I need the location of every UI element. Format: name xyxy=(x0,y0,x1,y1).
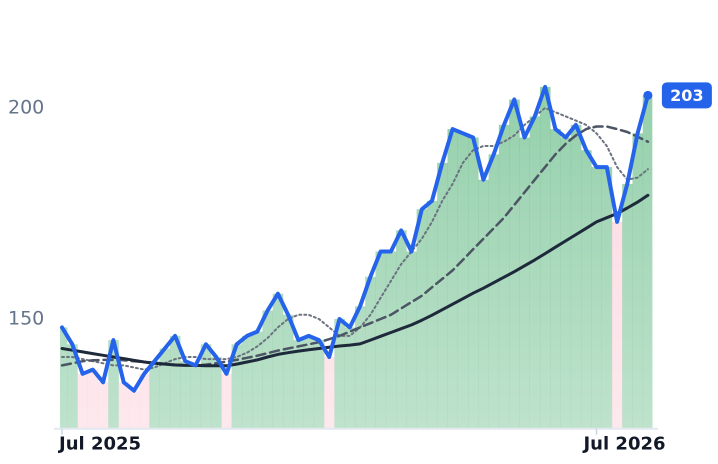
x-tick-label: Jul 2026 xyxy=(581,434,665,455)
price-label: 203 xyxy=(670,86,703,105)
series-line xyxy=(61,107,649,371)
y-tick-label: 200 xyxy=(8,96,44,118)
price-badge xyxy=(661,82,712,109)
y-tick-label: 150 xyxy=(8,307,44,329)
series-line xyxy=(60,193,650,368)
x-tick-label: Jul 2025 xyxy=(57,434,141,455)
last-point xyxy=(643,90,653,100)
series-line xyxy=(60,84,650,393)
